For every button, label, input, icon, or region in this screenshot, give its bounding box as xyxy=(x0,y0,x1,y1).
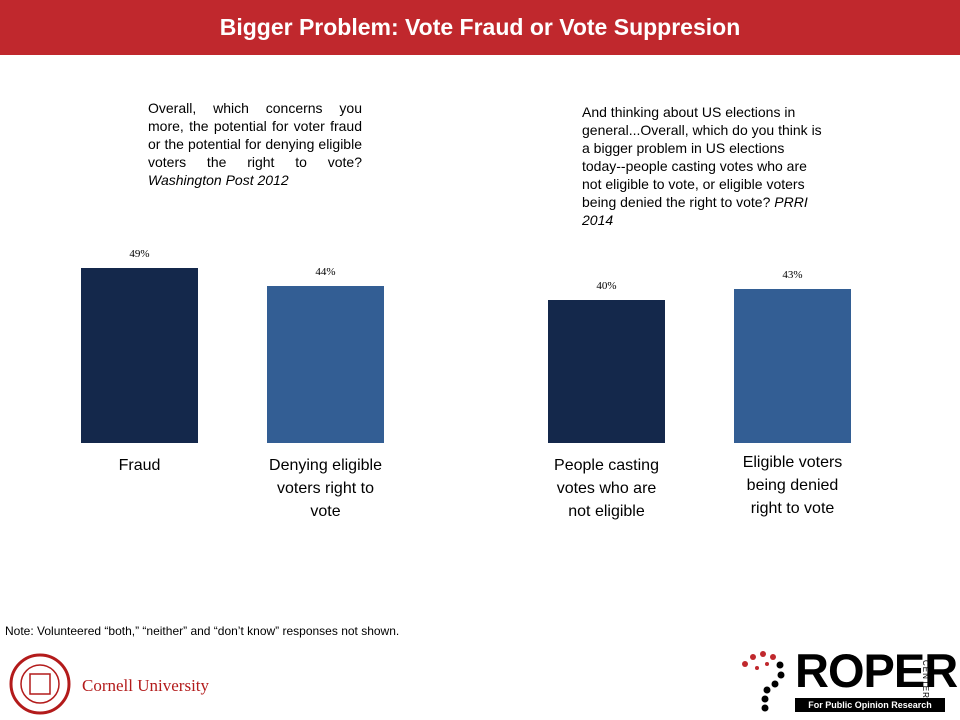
question: Overall, which concerns you more, the po… xyxy=(148,99,362,189)
title: Bigger Problem: Vote Fraud or Vote Suppr… xyxy=(219,14,741,40)
category-label: Denying eligible voters right to vote xyxy=(269,457,382,520)
value-label: 49% xyxy=(129,248,150,261)
question-text: And thinking about US elections in gener… xyxy=(582,104,822,210)
source: PRRI 2014 xyxy=(582,194,808,228)
center-text: CENTER xyxy=(921,660,930,699)
cornell-text: Cornell University xyxy=(82,676,210,695)
bar xyxy=(548,300,665,443)
roper-dots xyxy=(742,651,785,712)
source: Washington Post 2012 xyxy=(148,172,289,188)
value-label: 43% xyxy=(782,269,803,282)
bar xyxy=(267,285,384,443)
bar xyxy=(81,268,198,443)
cornell-seal xyxy=(9,653,71,715)
tagline: For Public Opinion Research xyxy=(795,698,945,712)
category-label: Fraud xyxy=(118,457,161,474)
value-label: 44% xyxy=(315,265,336,278)
bar xyxy=(734,289,851,443)
value-label: 40% xyxy=(596,280,617,293)
header: Bigger Problem: Vote Fraud or Vote Suppr… xyxy=(0,0,960,55)
roper-text: ROPER xyxy=(795,644,958,697)
category-label: People casting votes who are not eligibl… xyxy=(554,457,659,520)
note: Note: Volunteered “both,” “neither” and … xyxy=(5,624,400,638)
question-text: Overall, which concerns you more, the po… xyxy=(148,100,362,170)
category-label: Eligible voters being denied right to vo… xyxy=(742,454,843,517)
question: And thinking about US elections in gener… xyxy=(582,103,825,229)
